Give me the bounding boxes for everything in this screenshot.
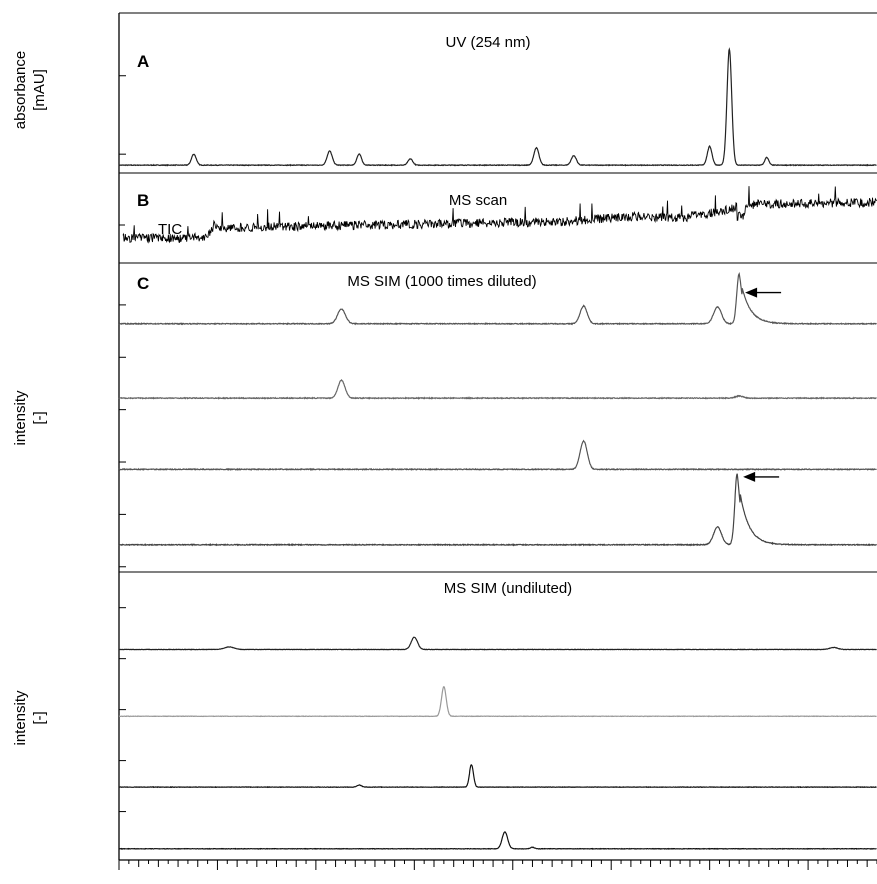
panel-c-title: MS SIM (1000 times diluted) <box>347 273 536 290</box>
panel-a-y-ticks <box>119 75 126 155</box>
panel-c-trace-0 <box>118 272 877 326</box>
panel-b-tic-trace <box>122 186 877 244</box>
panel-d-trace-2 <box>118 764 877 789</box>
panel-c-ylabel-line1: intensity <box>12 390 29 446</box>
panel-a-trace-0 <box>118 47 877 167</box>
x-axis <box>118 860 877 870</box>
panel-b-ms-scan: B MS scan TIC <box>119 186 877 244</box>
panel-d-ms-sim-undiluted: MS SIM (undiluted) intensity [-] <box>12 580 877 850</box>
panel-letter-b: B <box>137 191 149 210</box>
panel-c-ylabel-line2: [-] <box>31 411 48 424</box>
panel-letter-a: A <box>137 52 149 71</box>
panel-c-y-ticks <box>119 304 126 568</box>
panel-d-y-ticks <box>119 607 126 813</box>
panel-b-series-label: TIC <box>158 221 182 238</box>
panel-c-trace-2 <box>118 439 877 471</box>
panel-b-series <box>119 186 877 244</box>
arrow-head <box>745 287 758 298</box>
panel-a-title: UV (254 nm) <box>445 34 530 51</box>
panel-a-series <box>118 47 877 167</box>
plot-frame <box>118 12 877 861</box>
panel-d-title: MS SIM (undiluted) <box>444 580 572 597</box>
panel-d-trace-3 <box>118 831 877 850</box>
panel-d-ylabel-line2: [-] <box>31 711 48 724</box>
panel-d-series <box>118 636 877 850</box>
panel-d-ylabel-line1: intensity <box>12 690 29 746</box>
panel-d-trace-0 <box>118 636 877 651</box>
arrow-head <box>743 471 756 482</box>
panel-b-title: MS scan <box>449 192 507 209</box>
panel-c-ms-sim-diluted: C MS SIM (1000 times diluted) intensity … <box>12 272 877 568</box>
panel-d-trace-1 <box>118 686 877 718</box>
panel-a-uv: A UV (254 nm) absorbance [mAU] <box>12 34 877 167</box>
panel-c-trace-3 <box>118 473 877 547</box>
panel-letter-c: C <box>137 274 149 293</box>
panel-a-ylabel-line1: absorbance <box>12 51 29 129</box>
panel-c-trace-1 <box>118 379 877 400</box>
panel-a-ylabel-line2: [mAU] <box>31 69 48 111</box>
panel-c-series <box>118 272 877 547</box>
